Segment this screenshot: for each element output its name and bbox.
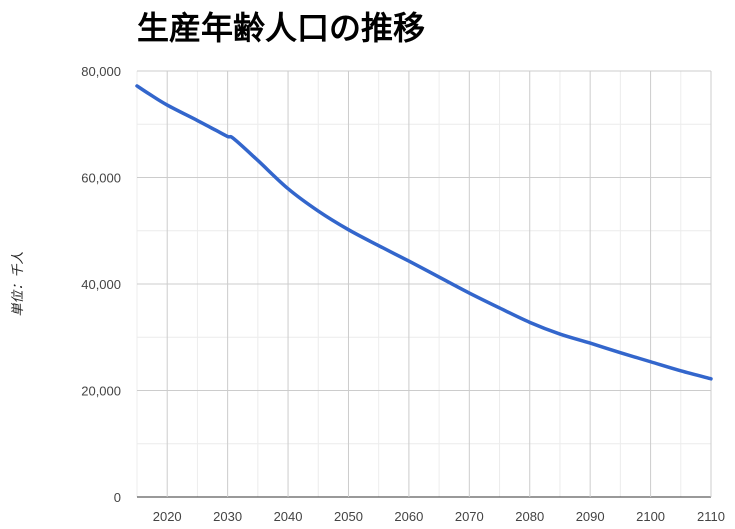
- y-axis-label: 単位：千人: [10, 251, 26, 316]
- x-tick-label: 2050: [334, 509, 363, 524]
- x-tick-label: 2020: [153, 509, 182, 524]
- y-tick-label: 20,000: [81, 384, 121, 399]
- x-axis-tick-labels: 2020 2030 2040 2050 2060 2070 2080 2090 2100 2110: [153, 509, 725, 524]
- x-tick-label: 2070: [455, 509, 484, 524]
- y-tick-label: 60,000: [81, 171, 121, 186]
- x-tick-label: 2090: [576, 509, 605, 524]
- y-axis-tick-labels: 0 20,000 40,000 60,000 80,000: [81, 64, 121, 505]
- series-group: [135, 84, 713, 381]
- x-tick-label: 2030: [213, 509, 242, 524]
- x-tick-label: 2060: [394, 509, 423, 524]
- y-tick-label: 80,000: [81, 64, 121, 79]
- y-tick-label: 40,000: [81, 277, 121, 292]
- x-tick-label: 2110: [697, 509, 725, 524]
- x-tick-label: 2080: [515, 509, 544, 524]
- major-gridlines: [137, 70, 712, 498]
- x-tick-label: 2100: [636, 509, 665, 524]
- chart-title: 生産年齢人口の推移: [137, 9, 426, 47]
- series-line: [135, 84, 713, 381]
- x-tick-label: 2040: [274, 509, 303, 524]
- y-tick-label: 0: [114, 490, 121, 505]
